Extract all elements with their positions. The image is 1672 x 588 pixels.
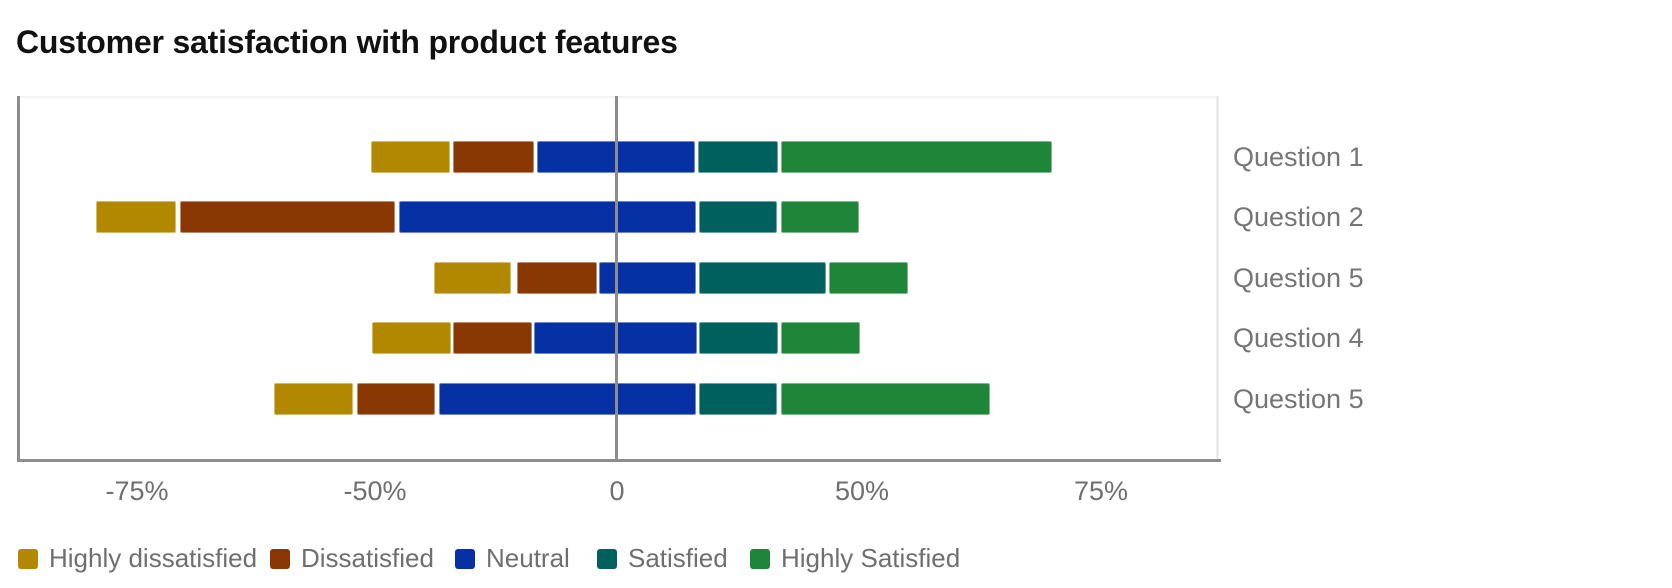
bar-segment-highly-satisfied-row4[interactable] <box>780 322 860 354</box>
bar-segment-highly-dissatisfied-row1[interactable] <box>371 141 450 173</box>
legend-item-satisfied[interactable]: Satisfied <box>597 543 728 574</box>
bar-segment-satisfied-row4[interactable] <box>699 322 779 354</box>
bar-segment-dissatisfied-row2[interactable] <box>180 201 396 233</box>
legend-label-neutral: Neutral <box>486 543 570 573</box>
category-label-row2: Question 2 <box>1233 202 1364 232</box>
zero-baseline <box>615 96 618 459</box>
bar-segment-satisfied-row3[interactable] <box>698 262 827 294</box>
category-label-row1: Question 1 <box>1233 142 1364 172</box>
bar-segment-highly-satisfied-row2[interactable] <box>780 201 859 233</box>
bar-segment-highly-dissatisfied-row4[interactable] <box>372 322 452 354</box>
bar-segment-satisfied-row1[interactable] <box>698 141 778 173</box>
category-label-row3: Question 5 <box>1233 263 1364 293</box>
legend-swatch-highly-dissatisfied <box>18 548 38 569</box>
x-tick-label-75-: 75% <box>1073 476 1129 506</box>
plot-border-left <box>17 96 20 459</box>
x-tick-label--50-: -50% <box>343 476 407 506</box>
bar-segment-highly-dissatisfied-row3[interactable] <box>433 262 512 294</box>
bar-segment-neutral-row2[interactable] <box>398 201 696 233</box>
category-label-row5: Question 5 <box>1233 384 1364 414</box>
legend-label-highly-satisfied: Highly Satisfied <box>781 543 961 573</box>
legend-label-dissatisfied: Dissatisfied <box>301 543 434 573</box>
legend-swatch-neutral <box>455 548 475 569</box>
bar-segment-dissatisfied-row5[interactable] <box>356 383 436 415</box>
bar-segment-neutral-row5[interactable] <box>438 383 696 415</box>
legend-item-dissatisfied[interactable]: Dissatisfied <box>270 543 434 574</box>
bar-segment-highly-satisfied-row3[interactable] <box>828 262 909 294</box>
bar-segment-dissatisfied-row3[interactable] <box>517 262 598 294</box>
legend-label-satisfied: Satisfied <box>628 543 728 573</box>
legend-swatch-satisfied <box>597 548 617 569</box>
bar-segment-highly-satisfied-row1[interactable] <box>781 141 1053 173</box>
category-label-row4: Question 4 <box>1233 323 1364 353</box>
x-tick-label-50-: 50% <box>834 476 890 506</box>
bar-segment-dissatisfied-row4[interactable] <box>452 322 532 354</box>
legend-swatch-dissatisfied <box>270 548 290 569</box>
legend-swatch-highly-satisfied <box>750 548 770 569</box>
x-axis-line <box>17 459 1221 462</box>
legend-item-highly-satisfied[interactable]: Highly Satisfied <box>750 543 960 574</box>
chart-title: Customer satisfaction with product featu… <box>16 24 678 60</box>
bar-segment-highly-dissatisfied-row5[interactable] <box>274 383 354 415</box>
x-tick-label-0: 0 <box>609 476 625 506</box>
bar-segment-highly-dissatisfied-row2[interactable] <box>96 201 176 233</box>
x-tick-label--75-: -75% <box>105 476 169 506</box>
plot-border-top <box>17 96 1219 98</box>
legend-item-highly-dissatisfied[interactable]: Highly dissatisfied <box>18 543 257 574</box>
legend-item-neutral[interactable]: Neutral <box>455 543 570 574</box>
plot-border-right <box>1216 96 1219 459</box>
bar-segment-highly-satisfied-row5[interactable] <box>781 383 990 415</box>
legend-label-highly-dissatisfied: Highly dissatisfied <box>49 543 258 573</box>
bar-segment-dissatisfied-row1[interactable] <box>453 141 534 173</box>
bar-segment-neutral-row3[interactable] <box>599 262 697 294</box>
bar-segment-satisfied-row2[interactable] <box>698 201 777 233</box>
bar-segment-satisfied-row5[interactable] <box>699 383 778 415</box>
